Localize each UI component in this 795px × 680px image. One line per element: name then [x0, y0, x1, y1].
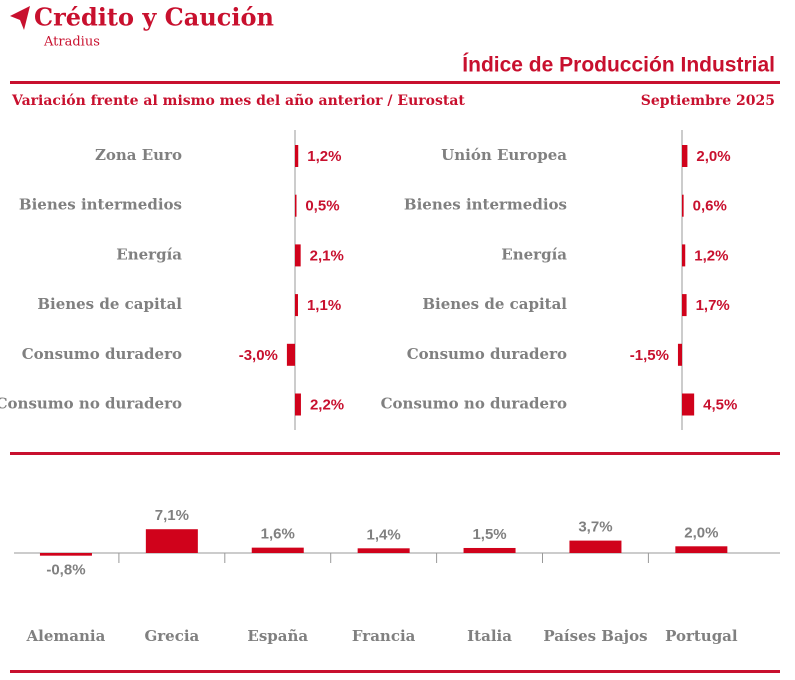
value-label: -0,8%	[46, 562, 85, 579]
value-label: 1,7%	[696, 297, 730, 314]
value-label: -3,0%	[239, 347, 278, 364]
category-label: Energía	[116, 245, 182, 263]
category-label: Italia	[467, 627, 512, 645]
bar	[251, 547, 304, 553]
bar	[295, 145, 299, 167]
logo-icon	[10, 6, 30, 30]
bar	[682, 145, 688, 167]
subtitle: Variación frente al mismo mes del año an…	[11, 92, 465, 109]
value-label: 0,6%	[693, 198, 727, 215]
category-label: Bienes de capital	[37, 295, 182, 313]
bar	[295, 393, 301, 416]
category-label: Bienes intermedios	[19, 196, 182, 214]
bar	[295, 244, 301, 267]
category-label: España	[247, 627, 308, 645]
bar	[682, 244, 686, 267]
bar	[677, 343, 682, 366]
title: Índice de Producción Industrial	[462, 54, 775, 77]
bar	[295, 194, 297, 217]
category-label: Grecia	[144, 627, 199, 645]
value-label: 4,5%	[703, 396, 737, 413]
value-label: 1,2%	[694, 247, 728, 264]
category-label: Consumo duradero	[22, 345, 182, 363]
category-label: Consumo duradero	[407, 345, 567, 363]
date: Septiembre 2025	[641, 93, 775, 109]
category-label: Energía	[501, 245, 567, 263]
bar	[295, 294, 298, 317]
value-label: 1,6%	[261, 526, 295, 543]
bar	[145, 529, 198, 553]
divider	[10, 452, 780, 455]
category-label: Consumo no duradero	[0, 395, 182, 413]
value-label: 1,2%	[307, 148, 341, 165]
value-label: 1,1%	[307, 297, 341, 314]
value-label: 2,1%	[310, 247, 344, 264]
bar	[39, 553, 92, 556]
bar	[675, 546, 728, 553]
bar	[286, 343, 295, 366]
divider	[10, 81, 780, 84]
category-label: Países Bajos	[543, 627, 647, 645]
sub-brand: Atradius	[43, 35, 100, 50]
bar	[463, 547, 516, 553]
value-label: 2,0%	[696, 148, 730, 165]
category-label: Bienes intermedios	[404, 196, 567, 214]
bar	[682, 194, 684, 217]
value-label: 1,4%	[367, 526, 401, 543]
value-label: 7,1%	[155, 507, 189, 524]
value-label: 1,5%	[472, 526, 506, 543]
bar	[569, 540, 622, 553]
bar	[357, 548, 410, 553]
value-label: 0,5%	[305, 198, 339, 215]
category-label: Francia	[352, 627, 416, 645]
category-label: Bienes de capital	[422, 295, 567, 313]
bar	[682, 393, 695, 416]
category-label: Portugal	[665, 627, 738, 645]
category-label: Unión Europea	[441, 146, 567, 164]
category-label: Consumo no duradero	[381, 395, 567, 413]
value-label: 3,7%	[578, 519, 612, 536]
category-label: Zona Euro	[95, 146, 182, 164]
value-label: 2,0%	[684, 524, 718, 541]
value-label: 2,2%	[310, 396, 344, 413]
brand: Crédito y Caución	[34, 3, 274, 32]
divider	[10, 670, 780, 673]
bar	[682, 294, 687, 317]
value-label: -1,5%	[630, 347, 669, 364]
category-label: Alemania	[26, 627, 106, 645]
